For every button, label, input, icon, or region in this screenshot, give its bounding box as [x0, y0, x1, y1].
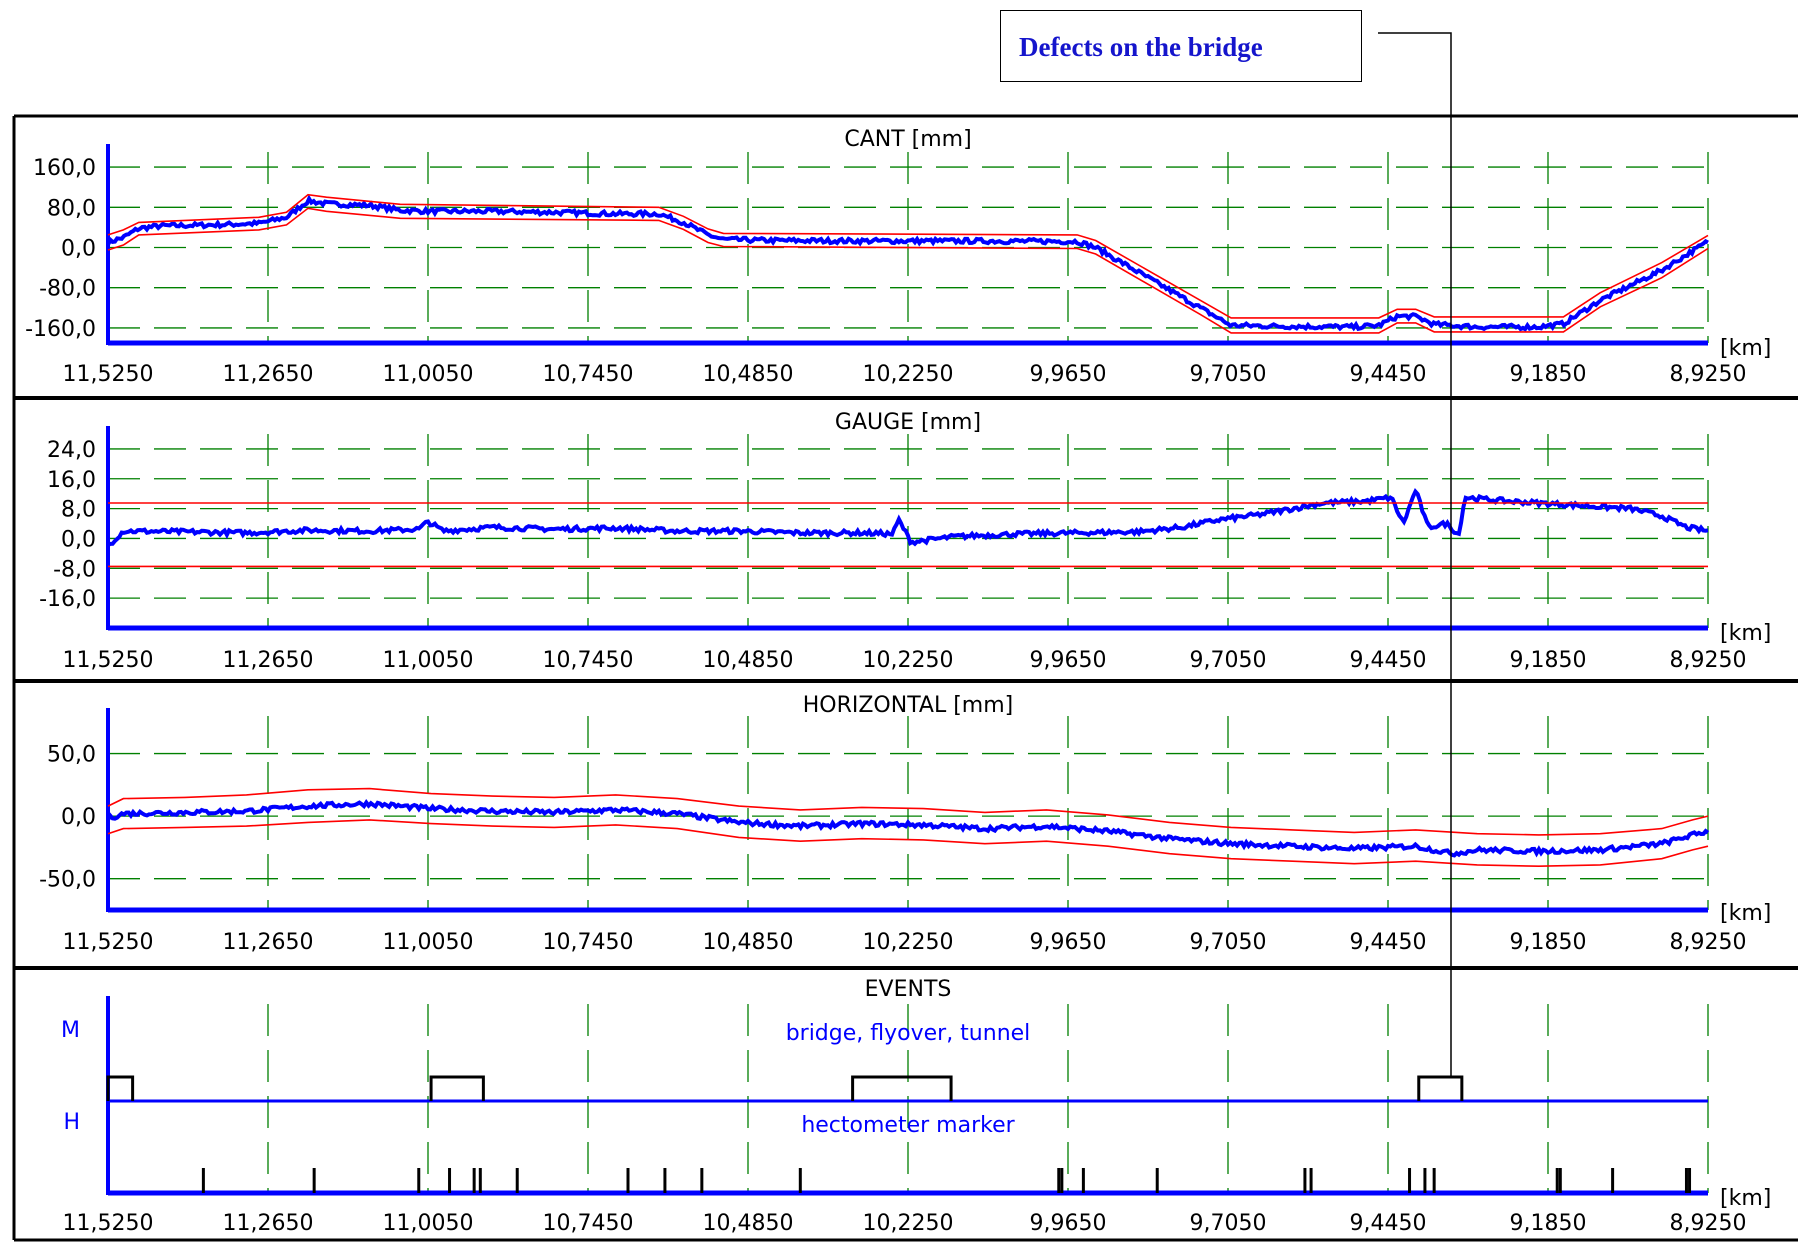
series-lower-limit-line: [107, 819, 1709, 868]
y-tick-label: 0,0: [61, 527, 96, 552]
x-unit-label: [km]: [1720, 901, 1771, 926]
series-lower-limit-line: [107, 207, 1709, 334]
x-tick-label: 11,0050: [383, 1211, 474, 1236]
x-tick-label: 11,5250: [63, 930, 154, 955]
x-unit-label: [km]: [1720, 621, 1771, 646]
x-tick-label: 11,2650: [223, 648, 314, 673]
callout-box: Defects on the bridge: [1000, 10, 1362, 82]
x-tick-label: 11,0050: [383, 648, 474, 673]
x-tick-label: 10,2250: [863, 648, 954, 673]
y-tick-label: 50,0: [47, 743, 96, 768]
bridge-event-mark: [429, 1075, 485, 1101]
x-tick-label: 8,9250: [1670, 1211, 1747, 1236]
x-tick-label: 10,2250: [863, 930, 954, 955]
lane-label-bridge: bridge, flyover, tunnel: [786, 1021, 1031, 1046]
panel-4: EVENTS 11,5250 11,2650 11,0050 10,7450 10,485…: [61, 977, 1771, 1236]
x-tick-label: 11,5250: [63, 1211, 154, 1236]
panel-3: HORIZONTAL [mm] 50,0 0,0 -50,0 11,5250 11,265…: [39, 693, 1771, 955]
series-measured-line: [106, 194, 1709, 332]
x-tick-label: 10,2250: [863, 1211, 954, 1236]
x-tick-label: 10,4850: [703, 930, 794, 955]
x-unit-label: [km]: [1720, 1186, 1771, 1211]
y-tick-label: 0,0: [61, 237, 96, 262]
y-tick-label: -160,0: [25, 317, 96, 342]
y-tick-label: -50,0: [39, 868, 96, 893]
x-tick-label: 11,5250: [63, 362, 154, 387]
y-tick-label: -8,0: [53, 557, 96, 582]
x-tick-label: 9,1850: [1510, 648, 1587, 673]
x-tick-label: 9,9650: [1030, 648, 1107, 673]
x-tick-label: 9,9650: [1030, 930, 1107, 955]
series-upper-limit-line: [107, 193, 1709, 319]
x-unit-label: [km]: [1720, 336, 1771, 361]
panel-title: HORIZONTAL [mm]: [803, 693, 1014, 718]
lane-letter-h: H: [63, 1110, 80, 1135]
x-tick-label: 10,7450: [543, 930, 634, 955]
x-tick-label: 10,2250: [863, 362, 954, 387]
x-tick-label: 9,4450: [1350, 648, 1427, 673]
callout-text: Defects on the bridge: [1019, 32, 1263, 62]
series-measured-line: [106, 798, 1710, 858]
x-tick-label: 9,4450: [1350, 1211, 1427, 1236]
panel-title: EVENTS: [865, 977, 952, 1002]
y-tick-label: -80,0: [39, 277, 96, 302]
x-tick-label: 10,4850: [703, 1211, 794, 1236]
y-tick-label: 80,0: [47, 196, 96, 221]
callout-leader-line: [1378, 32, 1452, 1077]
y-tick-label: 8,0: [61, 498, 96, 523]
x-tick-label: 11,2650: [223, 930, 314, 955]
x-tick-label: 11,0050: [383, 362, 474, 387]
x-tick-label: 9,4450: [1350, 362, 1427, 387]
x-tick-label: 9,7050: [1190, 362, 1267, 387]
x-tick-label: 8,9250: [1670, 362, 1747, 387]
x-tick-label: 9,9650: [1030, 362, 1107, 387]
y-tick-label: 16,0: [47, 468, 96, 493]
bridge-event-mark: [106, 1075, 135, 1101]
y-tick-label: -16,0: [39, 587, 96, 612]
x-tick-label: 9,9650: [1030, 1211, 1107, 1236]
x-tick-label: 10,4850: [703, 362, 794, 387]
x-tick-label: 8,9250: [1670, 930, 1747, 955]
x-tick-label: 11,2650: [223, 362, 314, 387]
panel-1: CANT [mm] 160,0 80,0 0,0 -80,0 -160,0 11,5250 1…: [25, 127, 1771, 387]
panel-title: GAUGE [mm]: [835, 410, 981, 435]
x-tick-label: 9,4450: [1350, 930, 1427, 955]
panel-title: CANT [mm]: [844, 127, 971, 152]
x-tick-label: 10,7450: [543, 648, 634, 673]
x-tick-label: 11,5250: [63, 648, 154, 673]
lane-label-hectometer: hectometer marker: [801, 1113, 1015, 1138]
bridge-event-mark: [851, 1075, 953, 1101]
x-tick-label: 9,1850: [1510, 930, 1587, 955]
x-tick-label: 10,7450: [543, 1211, 634, 1236]
x-tick-label: 9,1850: [1510, 1211, 1587, 1236]
y-tick-label: 24,0: [47, 438, 96, 463]
x-tick-label: 8,9250: [1670, 648, 1747, 673]
x-tick-label: 10,4850: [703, 648, 794, 673]
x-tick-label: 9,1850: [1510, 362, 1587, 387]
x-tick-label: 9,7050: [1190, 930, 1267, 955]
x-tick-label: 11,0050: [383, 930, 474, 955]
bridge-event-mark: [1417, 1075, 1464, 1101]
series-measured-line: [107, 487, 1709, 547]
y-tick-label: 0,0: [61, 805, 96, 830]
x-tick-label: 11,2650: [223, 1211, 314, 1236]
y-tick-label: 160,0: [33, 156, 96, 181]
x-tick-label: 9,7050: [1190, 648, 1267, 673]
x-tick-label: 9,7050: [1190, 1211, 1267, 1236]
x-tick-label: 10,7450: [543, 362, 634, 387]
series-upper-limit-line: [107, 787, 1709, 836]
lane-letter-m: M: [61, 1018, 80, 1043]
panel-2: GAUGE [mm] 24,0 16,0 8,0 0,0 -8,0 -16,0 11,5250…: [39, 410, 1771, 673]
